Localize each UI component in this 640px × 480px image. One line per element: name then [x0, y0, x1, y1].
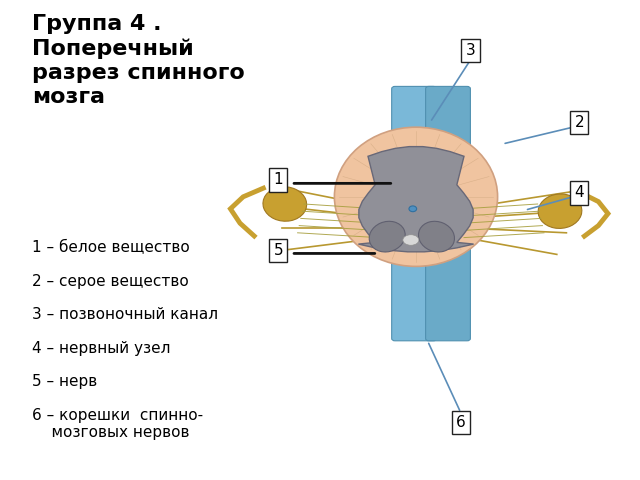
Polygon shape [358, 146, 474, 252]
Text: 4 – нервный узел: 4 – нервный узел [32, 341, 170, 356]
Ellipse shape [538, 194, 582, 228]
Text: 5 – нерв: 5 – нерв [32, 374, 97, 389]
Text: 5: 5 [273, 243, 284, 258]
Ellipse shape [419, 221, 454, 252]
Text: 3: 3 [465, 43, 476, 58]
Ellipse shape [334, 127, 498, 266]
FancyBboxPatch shape [392, 86, 436, 341]
Text: Группа 4 .
Поперечный
разрез спинного
мозга: Группа 4 . Поперечный разрез спинного мо… [32, 14, 244, 107]
Text: 2 – серое вещество: 2 – серое вещество [32, 274, 189, 288]
Text: 6 – корешки  спинно-
    мозговых нервов: 6 – корешки спинно- мозговых нервов [32, 408, 203, 441]
Text: 1 – белое вещество: 1 – белое вещество [32, 240, 189, 255]
Text: 1: 1 [273, 172, 284, 188]
Text: 4: 4 [574, 185, 584, 201]
Circle shape [409, 206, 417, 212]
Ellipse shape [403, 235, 419, 245]
Ellipse shape [369, 221, 405, 252]
FancyBboxPatch shape [426, 86, 470, 341]
Text: 6: 6 [456, 415, 466, 430]
Text: 2: 2 [574, 115, 584, 130]
Ellipse shape [263, 187, 307, 221]
Text: 3 – позвоночный канал: 3 – позвоночный канал [32, 307, 218, 322]
